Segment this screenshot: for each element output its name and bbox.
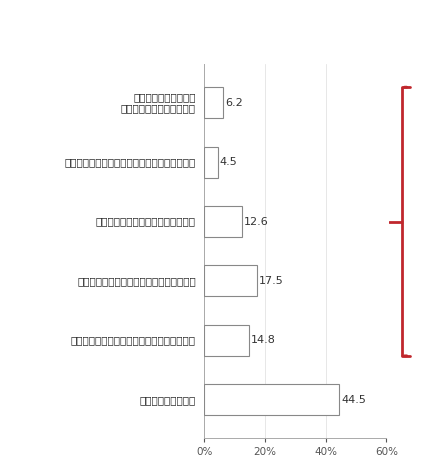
Text: 実施を検討しているが、特に何もしていない: 実施を検討しているが、特に何もしていない [71, 336, 195, 346]
Text: 44.5: 44.5 [340, 395, 365, 405]
Text: （複数回答、n=425）: （複数回答、n=425） [336, 42, 425, 55]
Bar [204, 384, 339, 415]
Bar [204, 87, 223, 118]
Text: 実施を検討しており、社内で相談中: 実施を検討しており、社内で相談中 [95, 217, 195, 227]
Text: 17.5: 17.5 [258, 276, 283, 286]
Text: 14.8: 14.8 [251, 336, 275, 346]
Bar [204, 265, 257, 296]
Text: 実施を検討しており、情報収集をしている: 実施を検討しており、情報収集をしている [77, 276, 195, 286]
Text: 6.2: 6.2 [224, 98, 242, 108]
Bar [204, 325, 248, 356]
Text: 実施を検討しており、
すでに実施する予定でいる: 実施を検討しており、 すでに実施する予定でいる [120, 92, 195, 113]
Text: 実施を検討しており、すでに稟議が下りている: 実施を検討しており、すでに稟議が下りている [64, 157, 195, 167]
Text: [16]  コンテンツマーケティングの実施意向: [16] コンテンツマーケティングの実施意向 [13, 13, 197, 27]
Bar [204, 146, 217, 178]
Text: 12.6: 12.6 [244, 217, 268, 227]
Text: 実施は考えていない: 実施は考えていない [139, 395, 195, 405]
Text: 4.5: 4.5 [219, 157, 237, 167]
Bar [204, 206, 242, 237]
